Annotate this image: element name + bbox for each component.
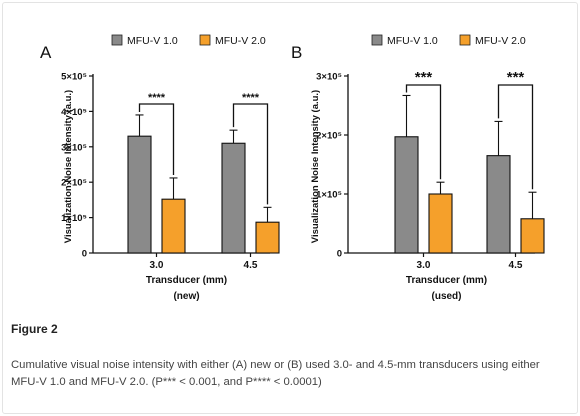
legend-label: MFU-V 2.0 bbox=[215, 35, 266, 47]
bar bbox=[221, 142, 246, 254]
panel-letter: B bbox=[291, 43, 302, 62]
figure-label: Figure 2 bbox=[11, 322, 58, 336]
bar bbox=[520, 218, 545, 254]
y-tick-label: 4×10⁵ bbox=[61, 107, 87, 118]
significance-label: *** bbox=[415, 69, 433, 86]
significance-bracket bbox=[497, 84, 534, 190]
legend-swatch bbox=[111, 34, 123, 46]
significance-bracket bbox=[232, 103, 269, 205]
bar bbox=[428, 193, 453, 254]
x-axis-label: Transducer (mm) bbox=[146, 275, 227, 286]
significance-label: *** bbox=[507, 69, 525, 86]
chart-subtitle: (new) bbox=[173, 291, 199, 302]
y-tick-label: 3×10⁵ bbox=[316, 72, 342, 83]
significance-label: **** bbox=[242, 92, 260, 104]
panel-letter: A bbox=[40, 43, 52, 62]
y-tick-label: 1×10⁵ bbox=[61, 213, 87, 224]
significance-bracket bbox=[405, 84, 442, 180]
y-tick-label: 2×10⁵ bbox=[316, 131, 342, 142]
y-tick-label: 1×10⁵ bbox=[316, 190, 342, 201]
y-tick-label: 0 bbox=[337, 249, 342, 260]
chart-subtitle: (used) bbox=[432, 291, 462, 302]
y-axis-label: Visualization Noise Intensity (a.u.) bbox=[63, 90, 74, 243]
legend-label: MFU-V 1.0 bbox=[127, 35, 178, 47]
y-axis-label: Visualization Noise Intensity (a.u.) bbox=[310, 90, 321, 243]
legend-swatch bbox=[199, 34, 211, 46]
bar bbox=[255, 221, 280, 254]
figure-caption: Cumulative visual noise intensity with e… bbox=[11, 359, 540, 388]
bar bbox=[486, 155, 511, 254]
chart-panel-a: A MFU-V 1.0 MFU-V 2.0 0 1×10⁵ 2×10⁵ 3×10⁵ 4×10⁵… bbox=[40, 34, 280, 302]
legend-label: MFU-V 2.0 bbox=[475, 35, 526, 47]
y-tick-label: 3×10⁵ bbox=[61, 142, 87, 153]
x-tick-label: 4.5 bbox=[244, 260, 258, 271]
chart-panel-b: B MFU-V 1.0 MFU-V 2.0 0 1×10⁵ 2×10⁵ 3×10⁵ Visua… bbox=[291, 34, 545, 302]
legend-swatch bbox=[459, 34, 471, 46]
y-tick-label: 0 bbox=[82, 249, 87, 260]
bar bbox=[394, 136, 419, 254]
bar bbox=[127, 135, 152, 254]
x-axis-label: Transducer (mm) bbox=[406, 275, 487, 286]
x-tick-label: 3.0 bbox=[150, 260, 164, 271]
significance-bracket bbox=[138, 103, 175, 175]
bar bbox=[161, 198, 186, 254]
significance-label: **** bbox=[148, 92, 166, 104]
y-tick-label: 5×10⁵ bbox=[61, 72, 87, 83]
y-tick-label: 2×10⁵ bbox=[61, 178, 87, 189]
x-tick-label: 4.5 bbox=[509, 260, 523, 271]
legend-swatch bbox=[371, 34, 383, 46]
x-tick-label: 3.0 bbox=[417, 260, 431, 271]
legend-label: MFU-V 1.0 bbox=[387, 35, 438, 47]
